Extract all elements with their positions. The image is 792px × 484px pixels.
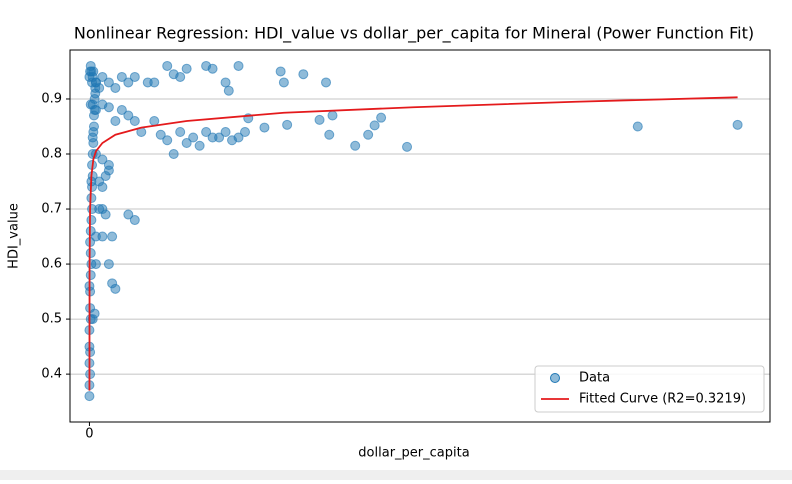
data-point [110,82,121,93]
data-point [97,154,108,165]
data-point [240,126,250,137]
data-point [181,63,192,74]
data-point [324,129,335,140]
data-point [85,248,96,259]
data-point [369,120,380,131]
chart-title: Nonlinear Regression: HDI_value vs dolla… [74,24,754,44]
data-point [129,215,140,226]
data-point [123,110,134,121]
data-point [103,102,114,113]
data-point [298,69,309,80]
data-point [123,77,134,88]
data-point [233,132,244,143]
data-point [97,182,108,193]
data-point [149,77,160,88]
data-point [116,104,127,115]
data-point [90,259,101,270]
data-point [350,140,361,151]
data-point [220,77,231,88]
fit-line [88,96,738,391]
data-point [220,126,231,137]
data-point [275,66,286,77]
y-tick-label: 0.5 [41,312,62,327]
data-point [376,112,387,123]
data-point [168,149,179,160]
data-point [207,63,218,74]
legend-label: Fitted Curve (R2=0.3219) [579,392,746,407]
data-point [223,85,234,96]
data-point [84,391,95,402]
data-point [162,135,173,146]
data-point [363,129,374,140]
data-point [194,140,205,151]
data-point [259,122,270,133]
data-point [86,215,97,226]
data-point [162,60,173,71]
y-tick-label: 0.4 [41,367,62,382]
data-point [107,231,118,242]
data-point [103,77,114,88]
y-tick-label: 0.9 [41,91,62,106]
y-tick-label: 0.6 [41,257,62,272]
data-point [314,114,325,125]
data-point [123,209,134,220]
bottom-strip [0,470,792,480]
data-point [278,77,289,88]
data-point [116,71,127,82]
data-point [129,71,140,82]
data-point [327,110,338,121]
data-point [188,132,199,143]
data-point [175,126,186,137]
data-point [103,259,114,270]
data-point [732,119,743,130]
data-point [97,231,108,242]
data-point [87,132,98,143]
data-point [175,71,186,82]
x-axis-label: dollar_per_capita [358,446,469,461]
plot-frame [69,49,771,423]
data-point [110,283,121,294]
data-point [88,121,99,132]
data-point [129,115,140,126]
legend-label: Data [579,371,610,386]
y-tick-label: 0.7 [41,202,62,217]
y-axis-label: HDI_value [7,203,22,269]
legend-box [534,365,765,413]
data-point [85,270,96,281]
data-point [94,82,105,93]
x-tick-label: 0 [85,427,93,442]
data-point [149,115,160,126]
data-point [214,132,225,143]
data-point [632,121,643,132]
data-point [321,77,332,88]
data-point [103,165,114,176]
y-tick-label: 0.8 [41,147,62,162]
legend-marker [550,373,560,383]
data-point [100,209,111,220]
data-point [282,119,293,130]
data-point [201,126,212,137]
data-point [155,129,166,140]
data-point [181,138,192,148]
data-point [402,141,413,152]
data-point [233,60,244,71]
data-point [97,71,108,82]
data-point [110,115,121,126]
data-point [90,104,101,115]
data-point [87,314,98,325]
